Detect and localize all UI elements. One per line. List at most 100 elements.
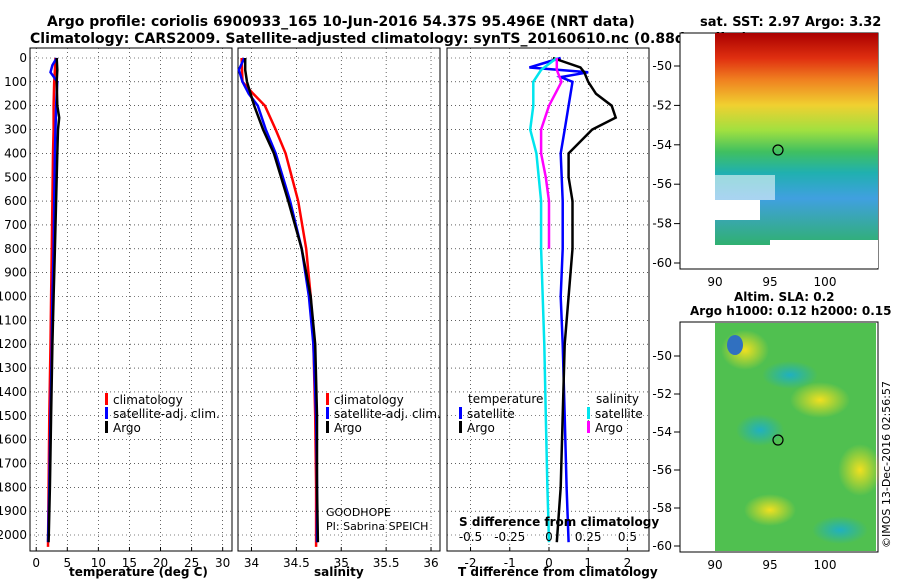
- panel-3-legend: temperature satellite Argo salinity sate…: [459, 392, 643, 435]
- depth-tick-label: 600: [4, 194, 27, 208]
- map-sla-title-2: Argo h1000: 0.12 h2000: 0.15: [690, 304, 891, 318]
- lon-tick-label: 95: [762, 275, 777, 289]
- depth-tick-label: 400: [4, 146, 27, 160]
- argo-location-marker: [772, 144, 784, 156]
- panel-3-x-ticks: -2 -1 0 1 2: [465, 547, 632, 570]
- title-line-2: Climatology: CARS2009. Satellite-adjuste…: [30, 31, 748, 47]
- s-tick-label: 0: [545, 530, 553, 544]
- panel-2-series: [237, 57, 320, 547]
- legend-label-t-satellite: satellite: [467, 407, 515, 421]
- map-sst-gap: [715, 175, 775, 200]
- panel-3-series: [528, 56, 618, 543]
- project-note: GOODHOPE: [326, 506, 391, 519]
- x-tick-label: 25: [184, 556, 199, 570]
- depth-tick-label: 1800: [0, 480, 27, 494]
- panel-2-frame: [237, 47, 441, 552]
- lon-tick-label: 95: [762, 558, 777, 572]
- series-line-argo: [47, 57, 61, 543]
- lat-tick-label: -54: [652, 425, 672, 439]
- legend-swatch-t-satellite: [459, 407, 462, 419]
- panel-3-frame: [446, 47, 650, 552]
- x-tick-label: 15: [122, 556, 137, 570]
- map-sst-title: sat. SST: 2.97 Argo: 3.32: [700, 15, 881, 30]
- panel-2-legend: climatology satellite-adj. clim. Argo: [326, 393, 441, 435]
- map-sst-mask: [715, 200, 760, 220]
- legend-swatch-argo: [105, 421, 108, 433]
- sla-anomaly: [727, 335, 743, 355]
- legend-title-salinity: salinity: [596, 392, 639, 406]
- legend-label-satellite: satellite-adj. clim.: [334, 407, 441, 421]
- series-line-salinity-satellite: [528, 57, 558, 543]
- pi-note: PI: Sabrina SPEICH: [326, 520, 428, 533]
- lat-tick-label: -52: [652, 387, 672, 401]
- lat-tick-label: -56: [652, 463, 672, 477]
- lat-tick-label: -60: [652, 539, 672, 553]
- legend-label-climatology: climatology: [334, 393, 404, 407]
- x-tick-label: 10: [91, 556, 106, 570]
- depth-tick-label: 1000: [0, 290, 27, 304]
- lat-tick-label: -50: [652, 59, 672, 73]
- x-tick-label: 30: [215, 556, 230, 570]
- legend-swatch-s-argo: [587, 421, 590, 433]
- series-line-climatology: [240, 57, 318, 547]
- depth-tick-label: 1300: [0, 361, 27, 375]
- legend-label-argo: Argo: [334, 421, 362, 435]
- lon-tick-label: 100: [814, 558, 837, 572]
- panel-salinity: 34 34.5 35 35.5 36 salinity climatology sate…: [237, 47, 441, 579]
- legend-title-temperature: temperature: [468, 392, 543, 406]
- panel-temperature: 0 5 10 15 20 25 30 temperature (deg C) climato…: [29, 47, 233, 579]
- x-tick-label: 1: [584, 556, 592, 570]
- depth-tick-label: 1700: [0, 456, 27, 470]
- argo-location-marker: [772, 434, 784, 446]
- depth-tick-label: 2000: [0, 528, 27, 542]
- title-line-1: Argo profile: coriolis 6900933_165 10-Ju…: [47, 14, 635, 30]
- legend-swatch-climatology: [105, 393, 108, 405]
- x-tick-label: 2: [624, 556, 632, 570]
- depth-tick-label: 700: [4, 218, 27, 232]
- depth-tick-label: 900: [4, 266, 27, 280]
- x-tick-label: 35.5: [373, 556, 400, 570]
- panel-2-xlabel: salinity: [314, 565, 364, 579]
- panel-2-x-ticks: 34 34.5 35 35.5 36: [244, 547, 439, 570]
- depth-tick-label: 1900: [0, 504, 27, 518]
- x-tick-label: 0: [545, 556, 553, 570]
- panel-1-x-ticks: 0 5 10 15 20 25 30: [32, 547, 230, 570]
- depth-tick-label: 0: [19, 51, 27, 65]
- depth-tick-label: 100: [4, 75, 27, 89]
- sla-anomaly: [762, 361, 818, 389]
- depth-tick-label: 1400: [0, 385, 27, 399]
- lat-tick-label: -52: [652, 98, 672, 112]
- legend-label-t-argo: Argo: [467, 421, 495, 435]
- sla-anomaly: [812, 516, 868, 544]
- panel-2-grid: [238, 48, 440, 551]
- legend-swatch-t-argo: [459, 421, 462, 433]
- lat-tick-label: -50: [652, 349, 672, 363]
- sla-anomaly: [838, 444, 882, 496]
- lat-tick-label: -54: [652, 138, 672, 152]
- depth-tick-label: 200: [4, 99, 27, 113]
- sla-anomaly: [736, 414, 784, 446]
- lon-tick-label: 90: [707, 275, 722, 289]
- legend-label-satellite: satellite-adj. clim.: [113, 407, 220, 421]
- legend-swatch-s-satellite: [587, 407, 590, 419]
- x-tick-label: 34.5: [283, 556, 310, 570]
- s-tick-label: 0.25: [575, 530, 602, 544]
- lat-tick-label: -60: [652, 256, 672, 270]
- s-tick-label: -0.25: [494, 530, 525, 544]
- depth-tick-label: 800: [4, 242, 27, 256]
- series-line-salinity-argo: [539, 58, 563, 249]
- map-sla-title-1: Altim. SLA: 0.2: [734, 290, 835, 304]
- legend-label-climatology: climatology: [113, 393, 183, 407]
- panel-3-top-label: S difference from climatology: [459, 515, 659, 529]
- depth-tick-label: 1100: [0, 313, 27, 327]
- panel-3-xlabel: T difference from climatology: [458, 565, 658, 579]
- map-sst-nodata: [770, 240, 878, 268]
- s-tick-label: 0.5: [618, 530, 637, 544]
- legend-swatch-argo: [326, 421, 329, 433]
- legend-label-s-argo: Argo: [595, 421, 623, 435]
- legend-label-argo: Argo: [113, 421, 141, 435]
- x-tick-label: 5: [63, 556, 71, 570]
- lon-tick-label: 90: [707, 558, 722, 572]
- sla-anomaly: [790, 382, 850, 418]
- depth-axis: 0 100 200 300 400 500 600 700 800 900 1000 1100 1200…: [0, 51, 27, 542]
